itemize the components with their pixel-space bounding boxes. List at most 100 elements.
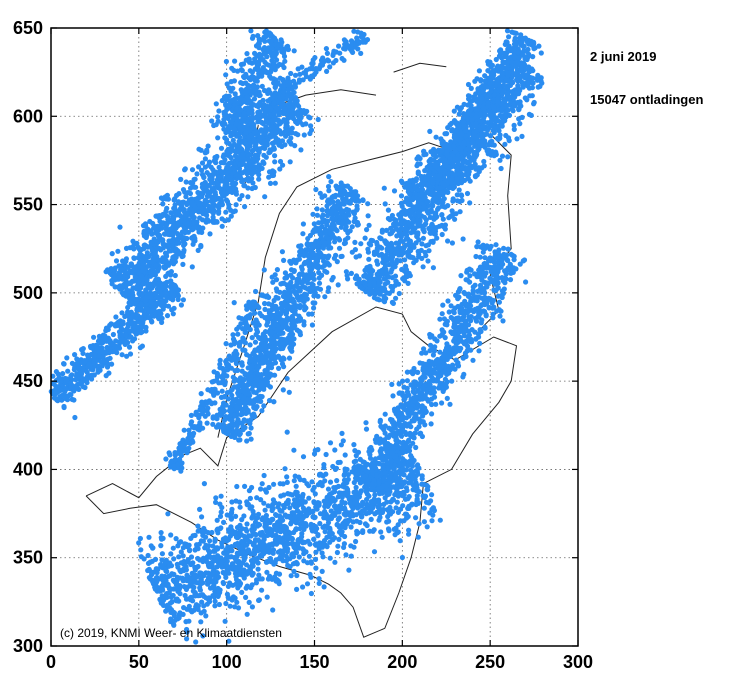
strike-point <box>250 387 255 392</box>
strike-point <box>301 558 306 563</box>
strike-point <box>332 204 337 209</box>
strike-point <box>159 214 164 219</box>
strike-point <box>294 550 299 555</box>
strike-point <box>359 514 364 519</box>
strike-point <box>309 591 314 596</box>
strike-point <box>298 295 303 300</box>
strike-point <box>172 197 177 202</box>
strike-point <box>281 481 286 486</box>
strike-point <box>165 313 170 318</box>
strike-point <box>262 30 267 35</box>
strike-point <box>321 511 326 516</box>
strike-point <box>136 540 141 545</box>
strike-point <box>294 484 299 489</box>
strike-point <box>272 153 277 158</box>
strike-point <box>294 504 299 509</box>
strike-point <box>342 534 347 539</box>
strike-point <box>189 235 194 240</box>
strike-point <box>245 612 250 617</box>
strike-point <box>222 95 227 100</box>
strike-point <box>259 588 264 593</box>
strike-point <box>191 225 196 230</box>
strike-point <box>429 492 434 497</box>
strike-point <box>210 569 215 574</box>
strike-point <box>179 549 184 554</box>
strike-point <box>301 319 306 324</box>
strike-point <box>160 302 165 307</box>
strike-point <box>226 217 231 222</box>
strike-point <box>262 343 267 348</box>
strike-point <box>171 214 176 219</box>
strike-point <box>348 201 353 206</box>
strike-point <box>227 94 232 99</box>
strike-point <box>284 554 289 559</box>
strike-point <box>207 160 212 165</box>
strike-point <box>289 343 294 348</box>
strike-point <box>203 543 208 548</box>
strike-point <box>322 294 327 299</box>
strike-point <box>398 507 403 512</box>
strike-point <box>333 193 338 198</box>
strike-point <box>296 280 301 285</box>
strike-point <box>145 229 150 234</box>
strike-point <box>315 507 320 512</box>
strike-point <box>284 474 289 479</box>
strike-point <box>254 376 259 381</box>
strike-point <box>282 142 287 147</box>
strike-point <box>250 529 255 534</box>
strike-point <box>159 530 164 535</box>
strike-point <box>113 338 118 343</box>
strike-point <box>215 527 220 532</box>
strike-point <box>245 185 250 190</box>
strike-point <box>239 532 244 537</box>
strike-point <box>334 478 339 483</box>
strike-point <box>151 307 156 312</box>
strike-point <box>287 102 292 107</box>
strike-point <box>317 576 322 581</box>
strike-point <box>277 62 282 67</box>
strike-point <box>270 118 275 123</box>
strike-point <box>243 595 248 600</box>
strike-point <box>256 512 261 517</box>
strike-point <box>425 524 430 529</box>
strike-point <box>354 203 359 208</box>
strike-point <box>199 610 204 615</box>
strike-point <box>261 403 266 408</box>
strike-point <box>150 559 155 564</box>
strike-point <box>422 506 427 511</box>
strike-point <box>267 526 272 531</box>
strike-point <box>164 206 169 211</box>
strike-point <box>285 563 290 568</box>
strike-point <box>188 561 193 566</box>
strike-point <box>294 587 299 592</box>
strike-point <box>360 530 365 535</box>
strike-point <box>398 538 403 543</box>
strike-point <box>208 578 213 583</box>
strike-point <box>429 518 434 523</box>
strike-point <box>105 357 110 362</box>
strike-point <box>272 52 277 57</box>
strike-point <box>221 429 226 434</box>
strike-point <box>387 510 392 515</box>
strike-point <box>256 177 261 182</box>
strike-point <box>159 226 164 231</box>
strike-point <box>247 170 252 175</box>
strike-point <box>345 487 350 492</box>
strike-point <box>153 239 158 244</box>
strike-point <box>291 448 296 453</box>
strike-point <box>215 571 220 576</box>
strike-point <box>315 213 320 218</box>
strike-point <box>222 394 227 399</box>
strike-point <box>139 253 144 258</box>
strike-point <box>163 609 168 614</box>
strike-point <box>345 184 350 189</box>
strike-point <box>239 97 244 102</box>
strike-point <box>184 567 189 572</box>
strike-point <box>400 555 405 560</box>
strike-point <box>196 248 201 253</box>
strike-point <box>195 524 200 529</box>
strike-point <box>328 556 333 561</box>
strike-point <box>88 344 93 349</box>
strike-point <box>89 373 94 378</box>
strike-point <box>181 239 186 244</box>
